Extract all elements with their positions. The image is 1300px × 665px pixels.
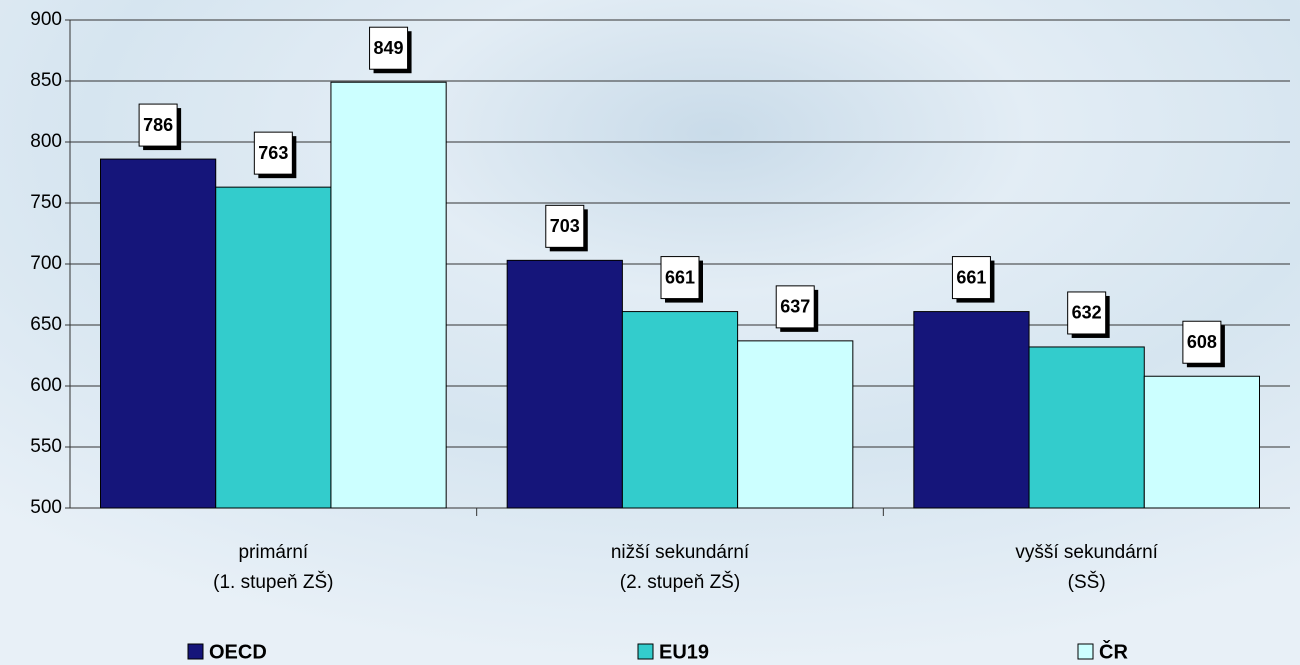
value-label-box	[951, 256, 991, 300]
y-tick-label: 550	[30, 436, 62, 457]
value-label-box	[545, 204, 585, 248]
bar	[100, 158, 217, 509]
value-label-box	[1182, 320, 1222, 364]
x-tick-label: primární	[238, 542, 308, 563]
value-label: 637	[780, 297, 810, 317]
legend-label: OECD	[209, 641, 267, 663]
bar	[215, 186, 332, 509]
x-tick-label: vyšší sekundární	[1015, 542, 1158, 563]
value-label: 608	[1187, 332, 1217, 352]
value-label-box	[253, 131, 293, 175]
value-label-box	[775, 285, 815, 329]
x-tick-label: nižší sekundární	[611, 542, 750, 563]
value-label: 786	[143, 115, 173, 135]
y-tick-label: 500	[30, 497, 62, 518]
legend-swatch	[637, 643, 654, 660]
y-tick-label: 650	[30, 314, 62, 335]
bar	[1143, 375, 1261, 509]
bar	[621, 311, 739, 509]
bar	[1028, 346, 1145, 509]
value-label-box	[1067, 291, 1107, 335]
y-tick-label: 800	[30, 131, 62, 152]
bar	[506, 259, 623, 509]
legend-swatch	[1077, 643, 1094, 660]
value-label: 661	[665, 267, 695, 287]
legend-label: ČR	[1099, 639, 1128, 663]
x-tick-label: (2. stupeň ZŠ)	[620, 571, 740, 593]
y-tick-label: 850	[30, 70, 62, 91]
bar	[913, 311, 1030, 509]
value-label: 849	[374, 38, 404, 58]
value-label: 763	[258, 143, 288, 163]
legend-label: EU19	[659, 641, 709, 663]
value-label: 632	[1072, 303, 1102, 323]
y-tick-label: 900	[30, 9, 62, 30]
bar	[737, 340, 854, 509]
y-tick-label: 750	[30, 192, 62, 213]
bar	[330, 81, 447, 509]
x-tick-label: (1. stupeň ZŠ)	[213, 571, 333, 593]
legend-swatch	[187, 643, 204, 660]
value-label-box	[138, 103, 178, 147]
y-tick-label: 600	[30, 375, 62, 396]
value-label: 703	[550, 216, 580, 236]
x-tick-label: (SŠ)	[1068, 571, 1106, 593]
value-label-box	[660, 256, 700, 300]
y-tick-label: 700	[30, 253, 62, 274]
value-label-box	[369, 26, 409, 70]
value-label: 661	[956, 267, 986, 287]
